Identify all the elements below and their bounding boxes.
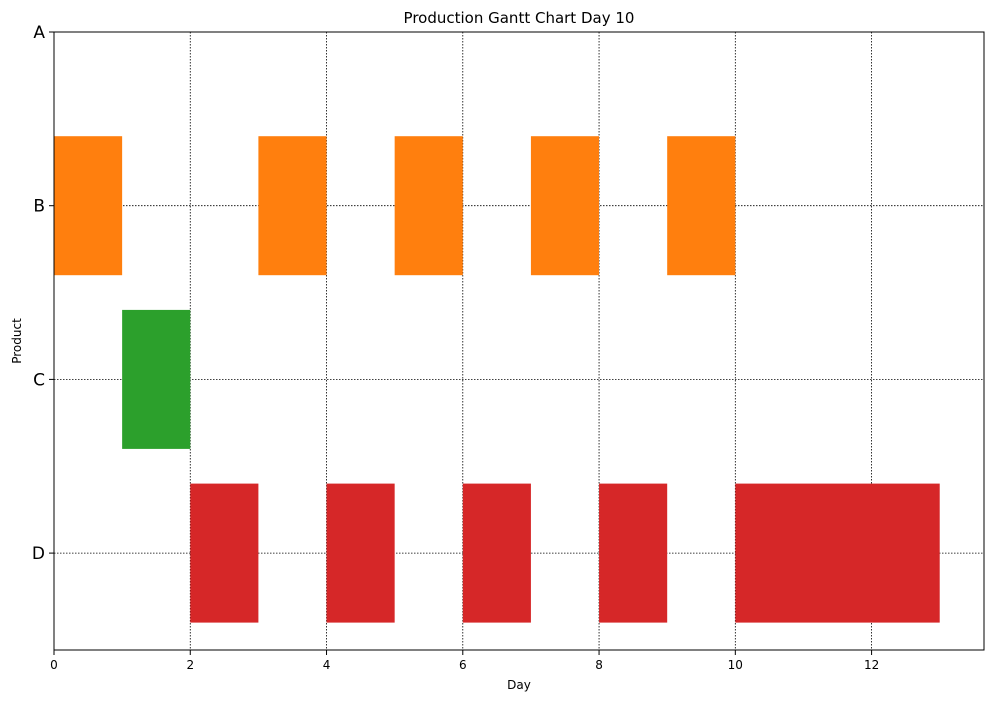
gantt-bar-d (735, 483, 940, 623)
plot-frame (53, 31, 985, 651)
x-tick-label: 10 (728, 658, 743, 672)
y-tick-label-b: B (33, 197, 45, 217)
gantt-bar-d (462, 483, 531, 623)
gantt-bar-b (258, 136, 327, 276)
y-axis-label: Product (10, 318, 24, 364)
gantt-bar-b (394, 136, 463, 276)
x-axis-label: Day (507, 678, 531, 692)
gantt-bar-d (190, 483, 259, 623)
y-tick-label-a: A (33, 23, 45, 43)
y-axis-ticks: A B C D (32, 23, 54, 564)
gantt-bar-d (599, 483, 668, 623)
y-tick-label-d: D (32, 544, 45, 564)
x-tick-label: 0 (50, 658, 58, 672)
x-axis-ticks: 0 2 4 6 8 10 12 (50, 650, 879, 672)
x-tick-label: 6 (459, 658, 467, 672)
gantt-bar-b (54, 136, 123, 276)
gantt-bar-b (530, 136, 600, 276)
x-tick-label: 2 (186, 658, 194, 672)
x-tick-label: 12 (864, 658, 879, 672)
bar-group (54, 136, 940, 623)
gantt-bar-c (122, 309, 191, 449)
gantt-bar-b (667, 136, 736, 276)
gantt-bar-d (326, 483, 395, 623)
chart-title: Production Gantt Chart Day 10 (404, 9, 635, 27)
x-tick-label: 4 (323, 658, 331, 672)
y-tick-label-c: C (33, 370, 45, 390)
x-tick-label: 8 (595, 658, 603, 672)
